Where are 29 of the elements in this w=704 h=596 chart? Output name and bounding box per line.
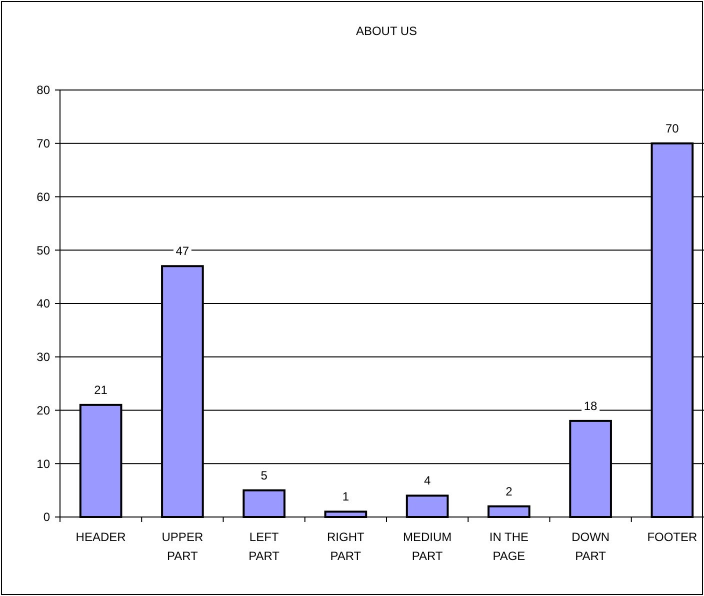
data-label: 4 — [424, 474, 431, 488]
data-label: 1 — [342, 490, 350, 504]
y-tick-label: 40 — [36, 296, 50, 311]
x-tick-label: DOWN PART — [572, 530, 610, 563]
y-tick-label: 30 — [36, 350, 50, 364]
data-label: 2 — [506, 484, 513, 498]
bar — [406, 494, 449, 518]
chart-title: ABOUT US — [356, 24, 418, 38]
data-label: 5 — [260, 468, 268, 482]
y-tick-label: 20 — [36, 403, 50, 418]
y-tick-label: 70 — [36, 136, 50, 151]
bar — [488, 505, 530, 518]
x-tick-label: MEDIUM PART — [402, 530, 452, 563]
x-tick-label: HEADER — [76, 530, 126, 544]
x-tick-label: IN THE PAGE — [489, 530, 528, 563]
x-tick-label: LEFT PART — [248, 530, 280, 563]
y-tick-label: 50 — [36, 243, 50, 258]
data-label: 47 — [176, 244, 190, 258]
data-label: 18 — [584, 398, 598, 413]
data-label: 70 — [666, 121, 680, 136]
y-tick-label: 60 — [36, 190, 50, 204]
y-tick-label: 0 — [43, 510, 50, 524]
bar — [242, 489, 286, 518]
x-tick-label: UPPER PART — [162, 530, 204, 563]
x-tick-label: FOOTER — [647, 530, 698, 544]
y-tick-label: 80 — [36, 83, 50, 98]
data-label: 21 — [94, 382, 108, 397]
y-tick-label: 10 — [36, 456, 50, 471]
x-tick-label: RIGHT PART — [327, 530, 366, 563]
